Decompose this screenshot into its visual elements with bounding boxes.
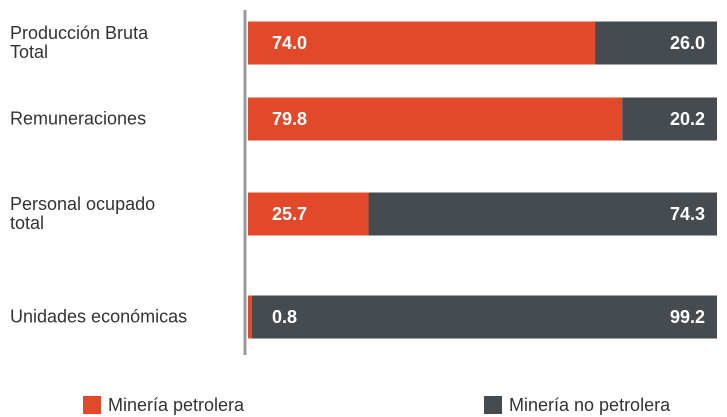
bar-segment	[248, 97, 623, 141]
bar-segment	[368, 192, 717, 236]
data-label: 20.2	[670, 109, 705, 129]
bar-segment	[248, 21, 596, 65]
legend-label: Minería petrolera	[108, 395, 245, 415]
data-label: 25.7	[272, 204, 307, 224]
category-label: Personal ocupado total	[10, 194, 156, 233]
category-label: Remuneraciones	[10, 108, 147, 129]
data-label: 99.2	[670, 307, 705, 327]
data-label: 26.0	[670, 33, 705, 53]
legend-swatch	[484, 396, 502, 414]
bar-segment	[595, 21, 717, 65]
data-label: 74.3	[670, 204, 705, 224]
bar-segment	[622, 97, 717, 141]
bar-segment	[248, 295, 252, 339]
data-label: 79.8	[272, 109, 307, 129]
data-label: 74.0	[272, 33, 307, 53]
data-label: 0.8	[272, 307, 297, 327]
category-label: Unidades económicas	[10, 306, 188, 327]
bar-segment	[248, 192, 369, 236]
legend-label: Minería no petrolera	[509, 395, 671, 415]
category-label: Producción Bruta Total	[10, 23, 149, 62]
legend-swatch	[83, 396, 101, 414]
bar-segment	[251, 295, 717, 339]
